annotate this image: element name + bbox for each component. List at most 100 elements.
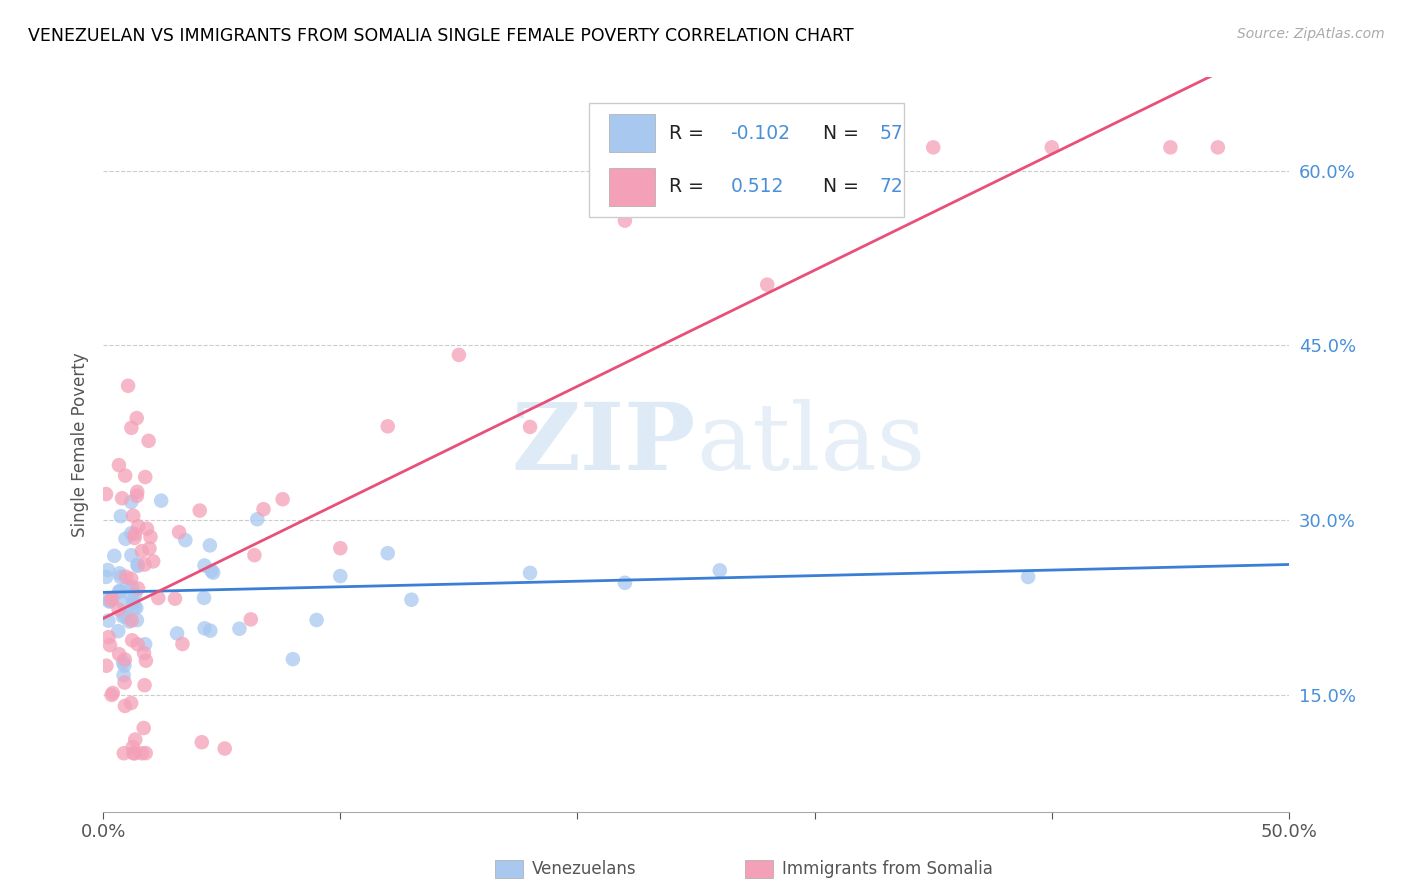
- Point: [125, 411, 148, 425]
- Point: [172, 637, 194, 651]
- Point: [131, 544, 153, 558]
- Point: [1159, 140, 1181, 154]
- Point: [613, 213, 636, 227]
- Point: [103, 549, 125, 563]
- Point: [121, 580, 143, 594]
- Text: 57: 57: [880, 124, 904, 143]
- Point: [121, 589, 143, 603]
- Point: [127, 558, 149, 572]
- Point: [127, 582, 149, 596]
- Point: [136, 522, 159, 536]
- Point: [111, 491, 134, 506]
- Point: [114, 468, 136, 483]
- Point: [138, 541, 160, 556]
- Point: [108, 584, 131, 599]
- Point: [134, 558, 156, 572]
- Point: [194, 621, 217, 635]
- Point: [122, 746, 145, 760]
- Point: [150, 493, 173, 508]
- Point: [127, 519, 149, 533]
- Point: [101, 686, 124, 700]
- Point: [127, 637, 149, 651]
- Point: [134, 470, 156, 484]
- Point: [114, 652, 136, 666]
- Point: [148, 591, 170, 605]
- Point: [1040, 140, 1063, 154]
- Point: [115, 570, 138, 584]
- Point: [110, 509, 132, 524]
- Point: [127, 558, 149, 573]
- Text: Immigrants from Somalia: Immigrants from Somalia: [782, 860, 993, 878]
- Text: -0.102: -0.102: [731, 124, 790, 143]
- Point: [125, 613, 148, 627]
- Point: [112, 655, 135, 669]
- Point: [124, 732, 146, 747]
- Point: [193, 558, 215, 573]
- Point: [709, 563, 731, 577]
- Text: R =: R =: [669, 124, 710, 143]
- Point: [329, 541, 352, 556]
- Point: [117, 378, 139, 392]
- Point: [98, 638, 121, 652]
- Point: [120, 526, 142, 541]
- Point: [97, 614, 120, 628]
- Text: 0.512: 0.512: [731, 178, 783, 196]
- Point: [122, 508, 145, 523]
- Point: [174, 533, 197, 547]
- Point: [122, 596, 145, 610]
- Point: [108, 566, 131, 581]
- Bar: [609, 114, 655, 153]
- Point: [922, 140, 945, 154]
- Point: [613, 575, 636, 590]
- Point: [127, 484, 149, 499]
- Point: [198, 538, 221, 552]
- Point: [139, 530, 162, 544]
- Point: [246, 512, 269, 526]
- Point: [135, 654, 157, 668]
- Point: [202, 566, 225, 580]
- Point: [107, 624, 129, 639]
- Point: [243, 548, 266, 562]
- Point: [107, 602, 129, 616]
- Point: [120, 696, 142, 710]
- Point: [200, 564, 222, 578]
- Point: [97, 563, 120, 577]
- Point: [114, 532, 136, 546]
- Point: [228, 622, 250, 636]
- Point: [108, 584, 131, 599]
- Point: [112, 658, 135, 673]
- Point: [305, 613, 328, 627]
- Point: [134, 678, 156, 692]
- Point: [377, 546, 399, 560]
- Text: 72: 72: [880, 178, 904, 196]
- Point: [134, 637, 156, 651]
- Point: [100, 688, 122, 702]
- Point: [112, 607, 135, 622]
- Point: [96, 658, 118, 673]
- Point: [112, 746, 135, 760]
- Point: [166, 626, 188, 640]
- Point: [100, 593, 122, 607]
- Point: [271, 492, 294, 507]
- Point: [163, 591, 186, 606]
- Point: [377, 419, 399, 434]
- Y-axis label: Single Female Poverty: Single Female Poverty: [72, 352, 89, 537]
- Point: [401, 592, 423, 607]
- Point: [120, 495, 142, 509]
- Point: [167, 525, 190, 540]
- Point: [98, 594, 121, 608]
- Point: [111, 609, 134, 624]
- Point: [115, 580, 138, 594]
- Point: [447, 348, 470, 362]
- Point: [110, 570, 132, 584]
- Point: [131, 746, 153, 760]
- Point: [519, 566, 541, 580]
- Point: [114, 698, 136, 713]
- Text: Source: ZipAtlas.com: Source: ZipAtlas.com: [1237, 27, 1385, 41]
- Point: [125, 601, 148, 615]
- Point: [112, 596, 135, 610]
- Point: [214, 741, 236, 756]
- Point: [1017, 570, 1039, 584]
- Point: [200, 624, 222, 638]
- Point: [193, 591, 215, 605]
